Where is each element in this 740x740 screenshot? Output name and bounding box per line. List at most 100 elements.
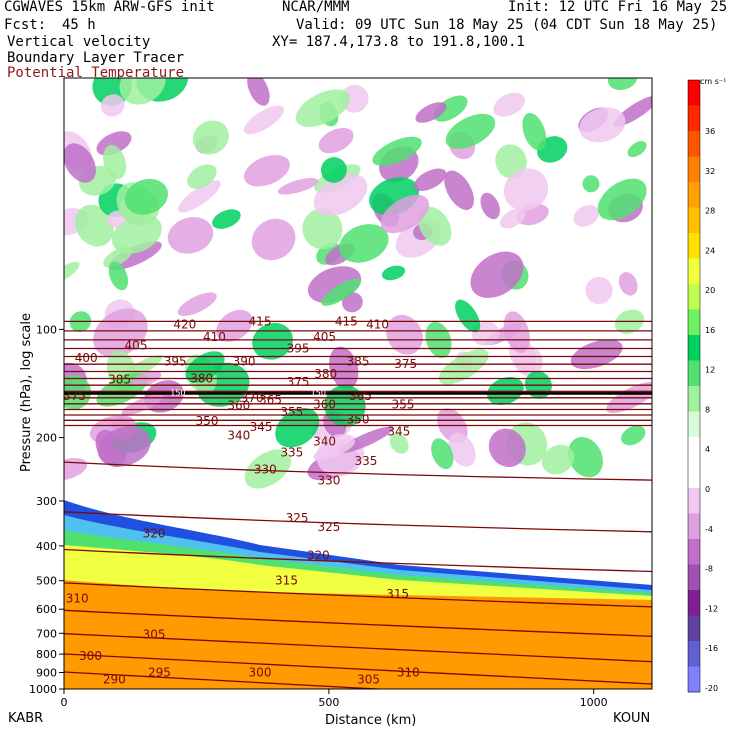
colorbar-swatch: [688, 462, 700, 489]
contour-label: 330: [317, 473, 340, 487]
contour-label: 410: [366, 318, 389, 332]
contour-label: 350: [347, 412, 370, 426]
velocity-blob: [192, 120, 229, 155]
colorbar-swatch: [688, 615, 700, 642]
colorbar-swatch: [688, 437, 700, 463]
contour-label: 375: [63, 389, 86, 403]
velocity-blob: [244, 449, 292, 489]
xy-coords: XY= 187.4,173.8 to 191.8,100.1: [272, 34, 525, 50]
contour-label: 360: [313, 398, 336, 412]
contour-label: 320: [307, 548, 330, 562]
y-tick-label: 1000: [29, 683, 57, 696]
forecast-label: Fcst:: [4, 17, 47, 33]
velocity-blob: [573, 205, 600, 227]
init-time: Init: 12 UTC Fri 16 May 25: [508, 0, 728, 15]
colorbar-swatch: [688, 564, 700, 591]
velocity-blob: [541, 444, 575, 475]
theta-contour-line: [64, 671, 396, 689]
velocity-blob: [582, 175, 600, 193]
colorbar-swatch: [688, 513, 700, 540]
theta-contours: 420 415 415 410 410 405 405 400 395 395 390 385 385 3…: [63, 314, 652, 689]
field-vertical-velocity: Vertical velocity: [7, 34, 151, 50]
velocity-blob: [381, 265, 406, 281]
velocity-blob: [313, 173, 368, 216]
velocity-blob: [167, 217, 214, 254]
contour-label: 340: [227, 428, 250, 442]
velocity-blob: [488, 428, 526, 468]
velocity-blob: [339, 426, 393, 454]
marker-line-label: 150: [170, 389, 185, 398]
colorbar-swatch: [688, 207, 700, 234]
colorbar-label: -12: [705, 604, 718, 613]
colorbar-swatch: [688, 666, 700, 693]
velocity-blob: [389, 433, 409, 454]
marker-line-label: 150: [311, 389, 326, 398]
velocity-blob: [93, 308, 148, 358]
contour-label: 315: [386, 587, 409, 601]
contour-label: 355: [392, 398, 415, 412]
contour-label: 405: [313, 330, 336, 344]
velocity-blob: [302, 208, 343, 250]
x-tick-label: 500: [318, 696, 339, 709]
velocity-blob: [413, 168, 447, 192]
colorbar-label: 28: [705, 207, 715, 216]
contour-label: 380: [190, 372, 213, 386]
colorbar-label: -8: [705, 565, 713, 574]
colorbar-swatch: [688, 641, 700, 667]
contour-label: 365: [259, 393, 282, 407]
contour-label: 385: [108, 373, 131, 387]
colorbar-swatch: [688, 131, 700, 157]
velocity-blob: [324, 384, 366, 427]
velocity-blob: [470, 251, 524, 299]
velocity-blob: [177, 292, 217, 316]
velocity-blob: [124, 178, 168, 215]
contour-label: 415: [249, 314, 272, 328]
velocity-blob: [119, 78, 166, 105]
velocity-blob: [107, 210, 126, 228]
field-potential-temperature: Potential Temperature: [7, 65, 185, 81]
velocity-blob: [597, 178, 647, 221]
velocity-blob: [97, 426, 151, 467]
theta-contour-line: [64, 582, 652, 608]
velocity-blob: [339, 224, 389, 263]
contour-label: 295: [148, 666, 171, 680]
contour-label: 365: [349, 389, 372, 403]
contour-label: 385: [347, 355, 370, 369]
org-label: NCAR/MMM: [282, 0, 350, 15]
theta-contour-line: [64, 511, 652, 533]
velocity-blob: [433, 95, 468, 122]
velocity-blob: [103, 246, 133, 268]
velocity-blob: [277, 178, 319, 195]
contour-label: 390: [233, 355, 256, 369]
colorbar-frame: [687, 79, 701, 693]
y-tick-label: 400: [36, 540, 57, 553]
velocity-blob: [318, 127, 354, 154]
velocity-blob: [444, 170, 474, 211]
velocity-blob: [585, 276, 613, 305]
velocity-blob: [618, 272, 638, 296]
velocity-blob: [431, 438, 454, 470]
y-tick-label: 200: [36, 432, 57, 445]
contour-label: 415: [335, 314, 358, 328]
y-tick-label: 500: [36, 575, 57, 588]
velocity-blob: [455, 299, 481, 333]
velocity-blob: [568, 436, 603, 478]
velocity-blob: [185, 351, 225, 383]
colorbar-label: 0: [705, 485, 710, 494]
velocity-blob: [380, 194, 430, 234]
colorbar-label: 8: [705, 406, 710, 415]
x-tick-label: 0: [61, 696, 68, 709]
colorbar-swatch: [688, 309, 700, 336]
colorbar: 36 32 28 24 20 16 12 8 4 0 -4 -8 -12 -16 -20: [687, 79, 718, 693]
velocity-blob: [295, 89, 350, 128]
colorbar-swatch: [688, 80, 700, 106]
y-axis: 100 200 300 400 500 600 700 800 900 1000: [29, 323, 64, 696]
contour-label: 360: [227, 399, 250, 413]
contour-label: 355: [280, 405, 303, 419]
contour-label: 300: [79, 649, 102, 663]
theta-contour-line: [64, 461, 652, 481]
colorbar-swatch: [688, 411, 700, 438]
vertical-velocity-field: [64, 78, 652, 689]
velocity-blob: [212, 209, 241, 229]
velocity-blob: [92, 78, 132, 106]
